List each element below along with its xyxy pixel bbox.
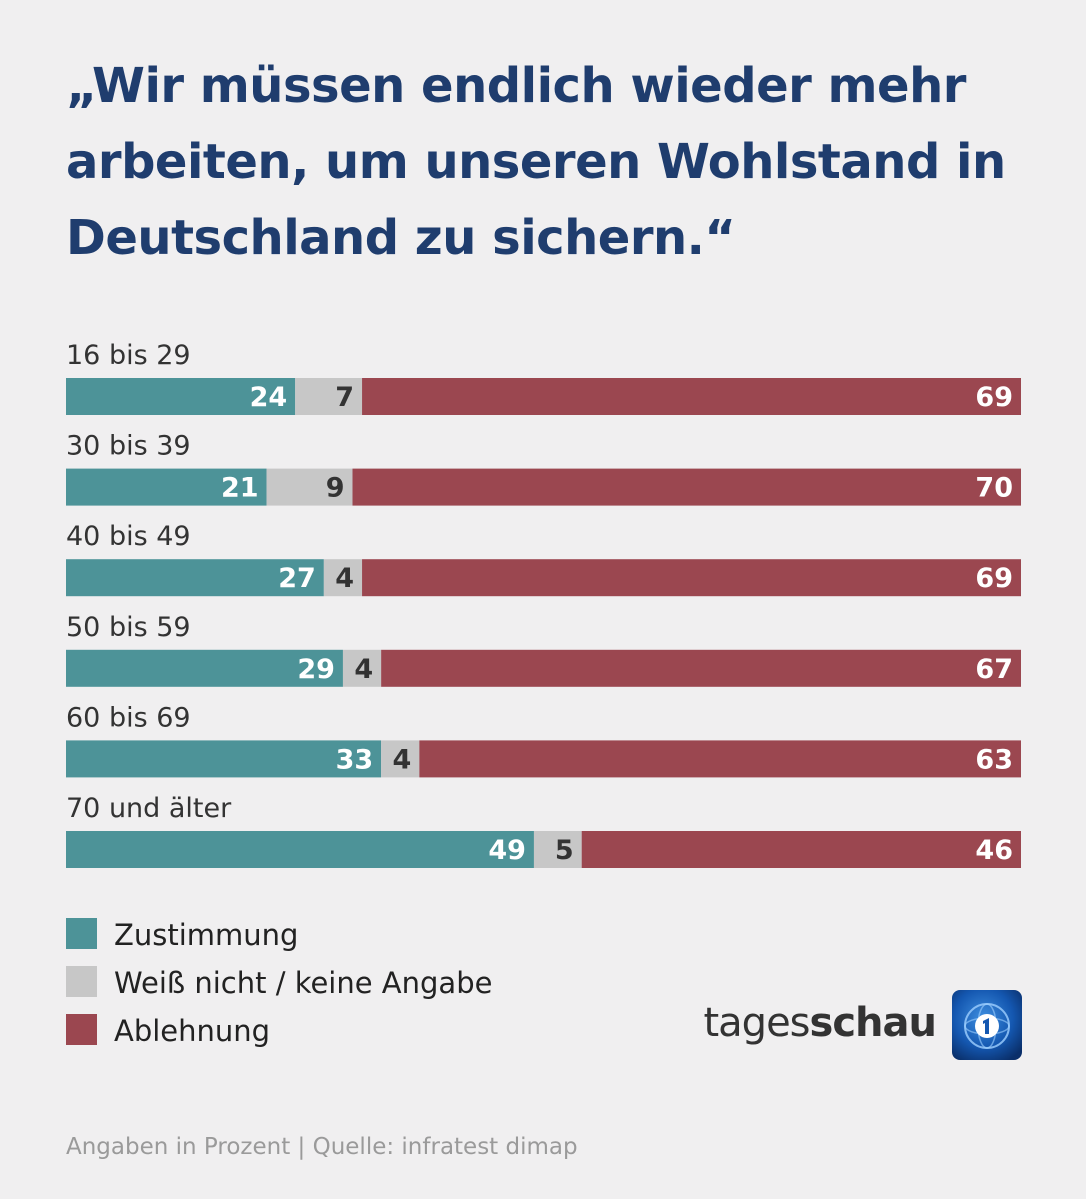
data-label-ablehnung: 69 — [975, 563, 1013, 594]
data-label-zustimmung: 27 — [278, 563, 316, 594]
bar-segment-zustimmung — [66, 831, 534, 868]
ard-1-globe-icon — [952, 990, 1022, 1060]
bar-segment-weiss-nicht — [266, 468, 353, 506]
category-label: 40 bis 49 — [66, 521, 191, 552]
data-label-weiss-nicht: 5 — [555, 835, 574, 866]
legend-swatch-weiss-nicht — [66, 966, 97, 997]
bar-segment-ablehnung — [581, 831, 1021, 868]
bar-segment-weiss-nicht — [295, 378, 363, 415]
legend-item-zustimmung: Zustimmung — [66, 915, 586, 952]
data-label-ablehnung: 63 — [975, 744, 1013, 775]
data-label-ablehnung: 46 — [975, 835, 1013, 866]
bar-segment-ablehnung — [419, 740, 1022, 778]
logo-text-light: tages — [703, 1000, 810, 1046]
data-label-zustimmung: 29 — [297, 654, 335, 685]
data-label-weiss-nicht: 7 — [335, 382, 354, 413]
category-label: 50 bis 59 — [66, 612, 191, 643]
data-label-ablehnung: 69 — [975, 382, 1013, 413]
data-label-weiss-nicht: 4 — [393, 744, 412, 775]
tagesschau-logo: tagesschau — [703, 990, 1022, 1062]
bar-segment-weiss-nicht — [533, 831, 582, 868]
legend-label-weiss-nicht: Weiß nicht / keine Angabe — [114, 966, 493, 1000]
data-label-weiss-nicht: 4 — [335, 563, 354, 594]
category-label: 30 bis 39 — [66, 431, 191, 462]
data-label-ablehnung: 67 — [975, 654, 1013, 685]
chart-title: „Wir müssen endlich wieder mehr arbeiten… — [66, 58, 1006, 266]
bar-segment-zustimmung — [66, 740, 382, 778]
bar-segment-zustimmung — [66, 649, 343, 687]
stacked-bar-chart: 16 bis 29 24 7 69 30 bis 39 21 9 70 40 bis 49 27 4… — [66, 340, 1022, 868]
logo-wordmark: tagesschau — [703, 1000, 937, 1046]
bar-segment-zustimmung — [66, 378, 296, 415]
legend-label-ablehnung: Ablehnung — [114, 1014, 271, 1048]
legend-item-ablehnung: Ablehnung — [66, 1011, 586, 1048]
bar-segment-weiss-nicht — [342, 649, 382, 687]
category-label: 60 bis 69 — [66, 702, 191, 733]
data-label-zustimmung: 21 — [221, 473, 259, 504]
bar-segment-ablehnung — [362, 378, 1021, 415]
data-label-weiss-nicht: 9 — [326, 473, 345, 504]
category-label: 16 bis 29 — [66, 340, 191, 371]
source-footer: Angaben in Prozent | Quelle: infratest d… — [66, 1134, 578, 1160]
legend-item-weiss-nicht: Weiß nicht / keine Angabe — [66, 963, 586, 1000]
bar-segment-weiss-nicht — [323, 559, 363, 597]
legend-label-zustimmung: Zustimmung — [114, 918, 299, 952]
bar-segment-zustimmung — [66, 468, 267, 506]
bar-segment-weiss-nicht — [381, 740, 420, 778]
data-label-weiss-nicht: 4 — [354, 654, 373, 685]
data-label-zustimmung: 24 — [250, 382, 288, 413]
legend-swatch-ablehnung — [66, 1014, 97, 1045]
data-label-zustimmung: 33 — [336, 744, 374, 775]
bar-segment-ablehnung — [381, 649, 1021, 687]
bar-segment-ablehnung — [352, 468, 1021, 506]
data-label-zustimmung: 49 — [488, 835, 526, 866]
bar-segment-ablehnung — [362, 559, 1021, 597]
legend-swatch-zustimmung — [66, 918, 97, 949]
category-label: 70 und älter — [66, 793, 232, 824]
data-label-ablehnung: 70 — [975, 473, 1013, 504]
bar-segment-zustimmung — [66, 559, 324, 597]
logo-text-bold: schau — [809, 1000, 937, 1046]
